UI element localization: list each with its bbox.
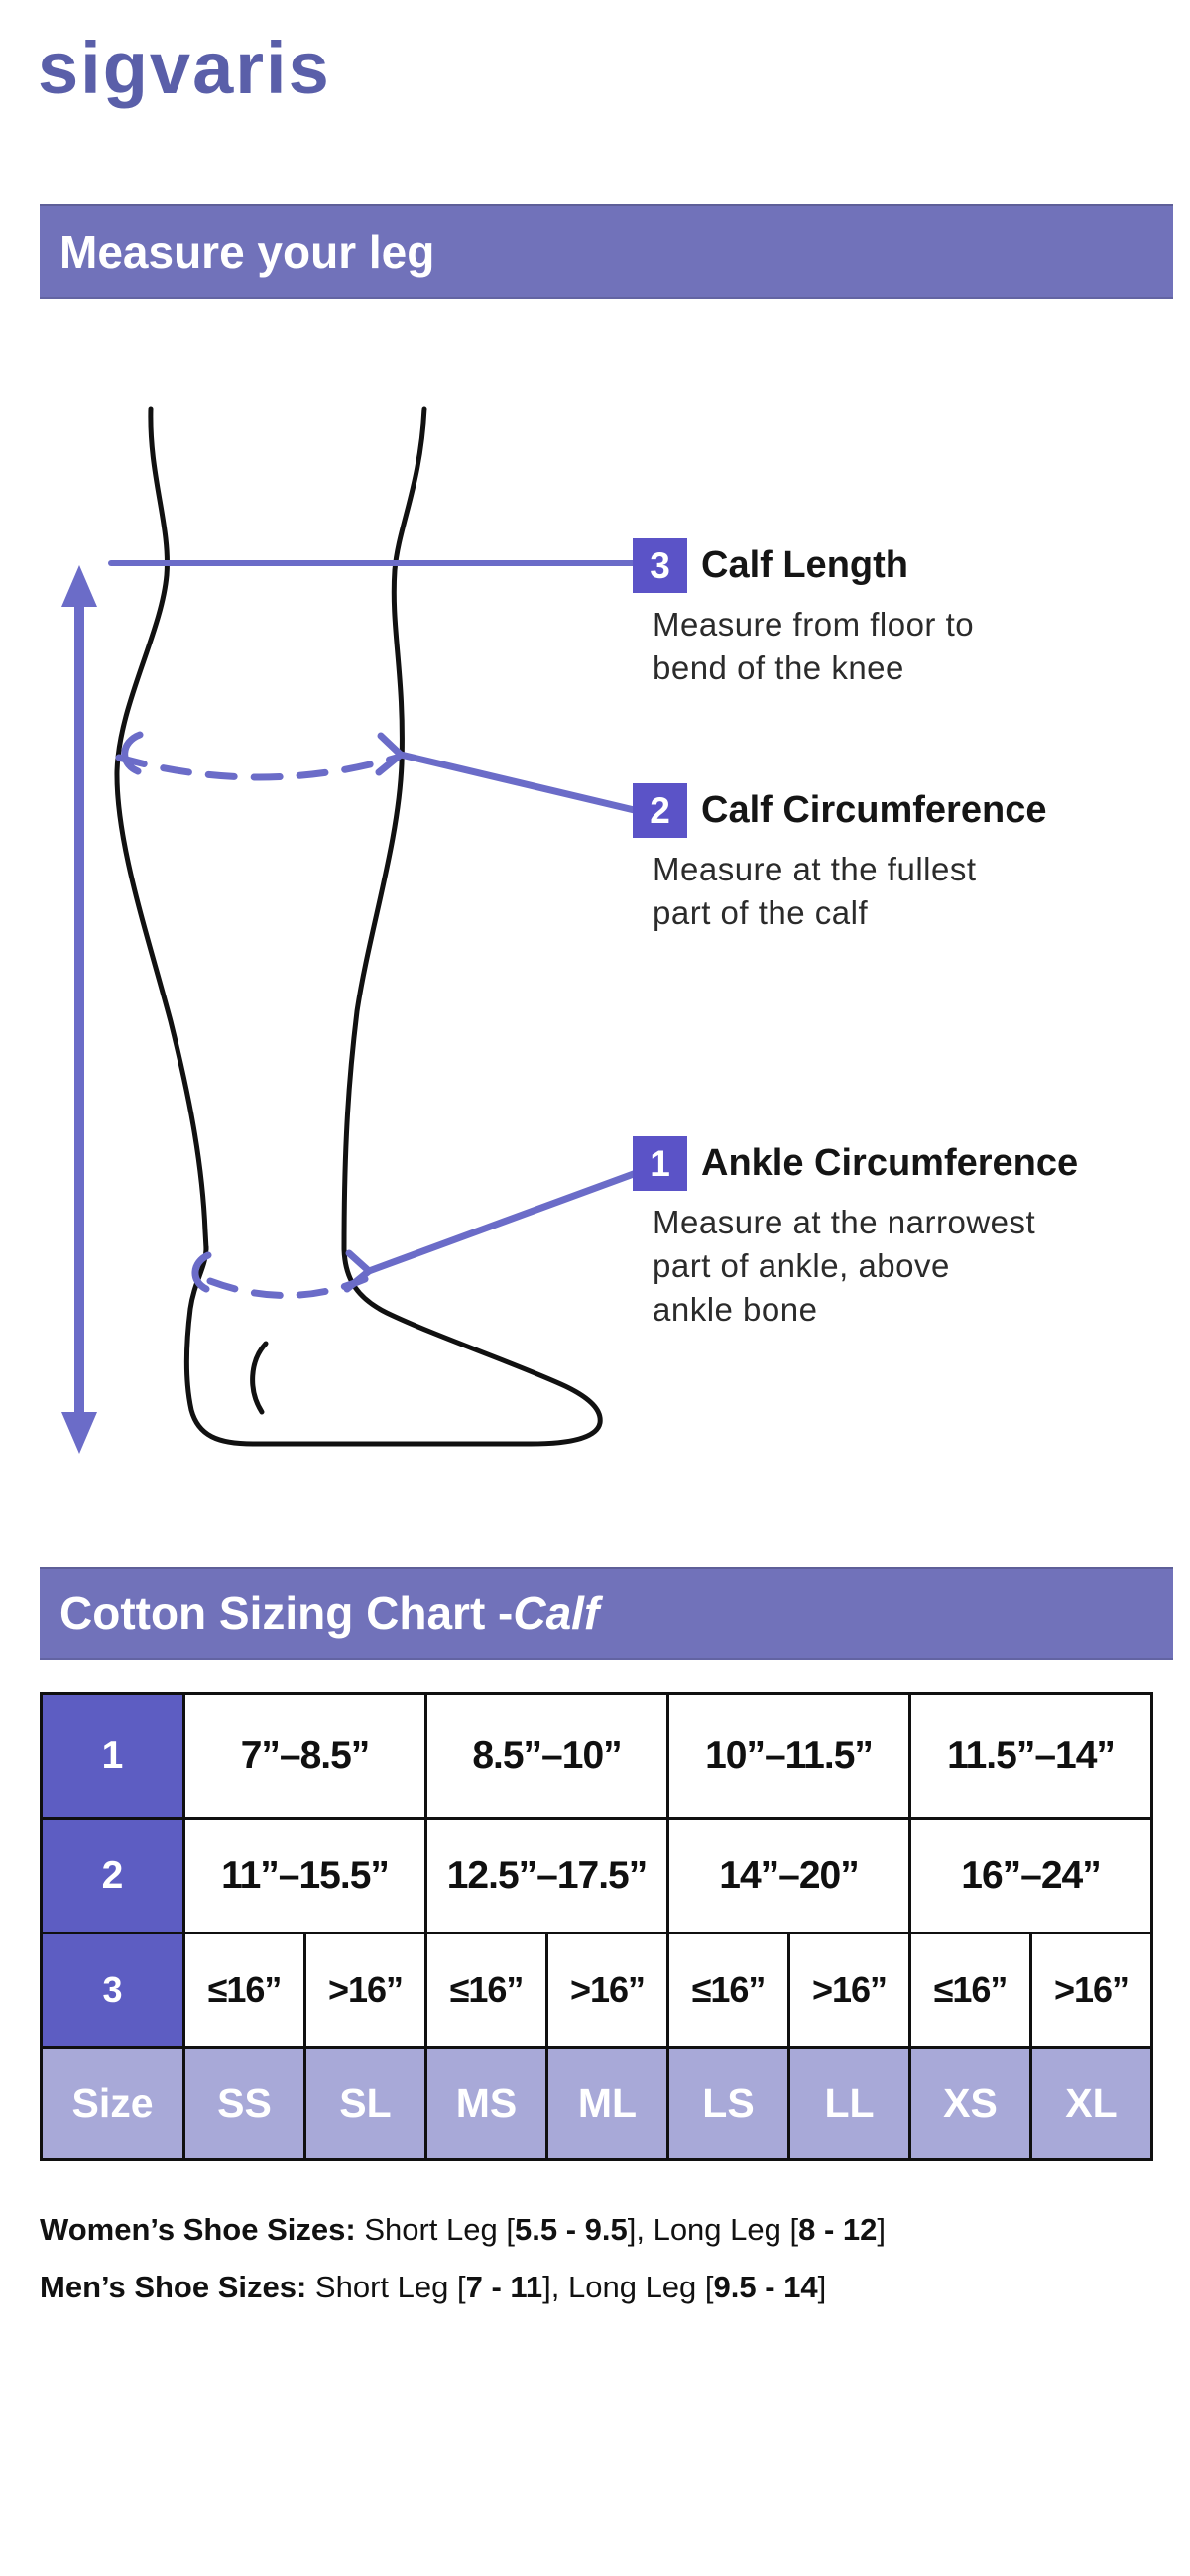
leg-outline-left [114, 406, 209, 1252]
row-label: 1 [40, 1692, 185, 1820]
callout-description: Measure at the narrowest part of ankle, … [653, 1204, 1036, 1328]
table-row-length: 3 ≤16” >16” ≤16” >16” ≤16” >16” ≤16” >16… [40, 1932, 1153, 2049]
measure-header-label: Measure your leg [60, 226, 435, 278]
table-cell: 14”–20” [666, 1817, 911, 1934]
table-cell: ≤16” [666, 1932, 790, 2049]
measure-your-leg-header: Measure your leg [40, 204, 1173, 299]
mens-label: Men’s Shoe Sizes: [40, 2270, 307, 2304]
table-cell: ≤16” [424, 1932, 548, 2049]
ankle-dash-left-hook [191, 1251, 212, 1293]
womens-short-range: 5.5 - 9.5 [514, 2212, 628, 2247]
sigvaris-logo: sigvaris [38, 27, 331, 109]
table-row-calf: 2 11”–15.5” 12.5”–17.5” 14”–20” 16”–24” [40, 1817, 1153, 1934]
text-segment: ], Long Leg [ [627, 2212, 799, 2247]
table-cell: >16” [545, 1932, 669, 2049]
table-cell: 11”–15.5” [182, 1817, 427, 1934]
table-cell: 16”–24” [908, 1817, 1153, 1934]
callout-calf-length: 3 Calf Length Measure from floor to bend… [633, 538, 1168, 690]
callout-title: Calf Circumference [701, 789, 1047, 831]
callout-head: 1 Ankle Circumference [633, 1136, 1168, 1191]
callout-title: Calf Length [701, 544, 908, 586]
sizing-header-label-italic: Calf [513, 1587, 600, 1639]
text-segment: Short Leg [ [306, 2270, 466, 2304]
table-cell: 11.5”–14” [908, 1692, 1153, 1820]
step-badge-2: 2 [633, 783, 687, 838]
ankle-leader-line [365, 1164, 654, 1275]
arrow-up-icon [61, 565, 97, 607]
heel-inner-line [250, 1341, 269, 1415]
callout-description: Measure from floor to bend of the knee [653, 606, 975, 686]
text-segment: ] [877, 2212, 887, 2247]
callout-head: 2 Calf Circumference [633, 783, 1168, 838]
table-cell: 7”–8.5” [182, 1692, 427, 1820]
leg-measurement-diagram [61, 406, 657, 1454]
size-cell: SL [303, 2046, 427, 2161]
table-cell: 10”–11.5” [666, 1692, 911, 1820]
calf-leader-line [397, 751, 651, 817]
table-cell: >16” [1029, 1932, 1153, 2049]
womens-shoe-sizes-line: Women’s Shoe Sizes: Short Leg [5.5 - 9.5… [40, 2201, 886, 2259]
callout-ankle-circumference: 1 Ankle Circumference Measure at the nar… [633, 1136, 1168, 1332]
table-cell: >16” [303, 1932, 427, 2049]
size-cell: ML [545, 2046, 669, 2161]
size-cell: LS [666, 2046, 790, 2161]
arrow-down-icon [61, 1412, 97, 1454]
size-cell: LL [787, 2046, 911, 2161]
mens-short-range: 7 - 11 [465, 2270, 543, 2304]
sizing-table: 1 7”–8.5” 8.5”–10” 10”–11.5” 11.5”–14” 2… [40, 1692, 1153, 2161]
size-cell: SS [182, 2046, 306, 2161]
callout-calf-circumference: 2 Calf Circumference Measure at the full… [633, 783, 1168, 935]
calf-circumference-dashes [115, 754, 401, 781]
callout-head: 3 Calf Length [633, 538, 1168, 593]
callout-description: Measure at the fullest part of the calf [653, 851, 977, 931]
womens-long-range: 8 - 12 [798, 2212, 878, 2247]
leg-outline [183, 406, 603, 1447]
text-segment: ], Long Leg [ [542, 2270, 714, 2304]
size-cell: XL [1029, 2046, 1153, 2161]
size-cell: XS [908, 2046, 1032, 2161]
size-cell: MS [424, 2046, 548, 2161]
shoe-sizes-notes: Women’s Shoe Sizes: Short Leg [5.5 - 9.5… [40, 2201, 886, 2316]
table-cell: ≤16” [182, 1932, 306, 2049]
row-label: 3 [40, 1932, 185, 2049]
mens-shoe-sizes-line: Men’s Shoe Sizes: Short Leg [7 - 11], Lo… [40, 2259, 886, 2316]
ankle-circumference-dashes [206, 1275, 369, 1299]
table-cell: 8.5”–10” [424, 1692, 669, 1820]
text-segment: ] [817, 2270, 827, 2304]
step-badge-1: 1 [633, 1136, 687, 1191]
table-cell: >16” [787, 1932, 911, 2049]
callout-title: Ankle Circumference [701, 1142, 1079, 1184]
cotton-sizing-chart-header: Cotton Sizing Chart - Calf [40, 1567, 1173, 1660]
mens-long-range: 9.5 - 14 [713, 2270, 818, 2304]
table-cell: 12.5”–17.5” [424, 1817, 669, 1934]
table-row-size: Size SS SL MS ML LS LL XS XL [40, 2046, 1153, 2161]
womens-label: Women’s Shoe Sizes: [40, 2212, 356, 2247]
text-segment: Short Leg [ [355, 2212, 515, 2247]
calf-dash-left-hook [121, 731, 144, 775]
table-row-ankle: 1 7”–8.5” 8.5”–10” 10”–11.5” 11.5”–14” [40, 1692, 1153, 1820]
table-cell: ≤16” [908, 1932, 1032, 2049]
row-label: 2 [40, 1817, 185, 1934]
sizing-header-label: Cotton Sizing Chart - [60, 1587, 514, 1639]
step-badge-3: 3 [633, 538, 687, 593]
size-header-cell: Size [40, 2046, 185, 2161]
